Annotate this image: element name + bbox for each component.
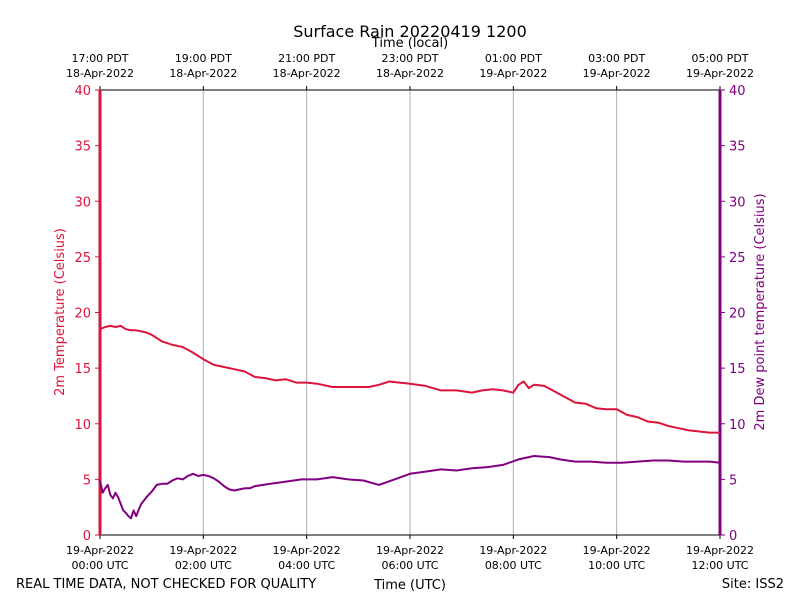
y-tick-label-left: 35 <box>74 140 91 155</box>
x-tick-label-top-time: 17:00 PDT <box>71 52 128 65</box>
y-tick-label-left: 25 <box>74 251 91 266</box>
x-tick-label-bottom-time: 06:00 UTC <box>381 559 438 572</box>
y-tick-label-right: 15 <box>729 362 746 377</box>
left-y-axis-label: 2m Temperature (Celsius) <box>53 228 68 396</box>
x-tick-label-bottom-date: 19-Apr-2022 <box>583 544 651 557</box>
dew-point-series-line <box>99 455 721 520</box>
y-tick-label-right: 5 <box>729 473 737 488</box>
y-tick-label-left: 0 <box>83 529 91 544</box>
x-tick-label-bottom-date: 19-Apr-2022 <box>479 544 547 557</box>
temperature-series-line <box>99 324 720 434</box>
x-tick-label-bottom-date: 19-Apr-2022 <box>376 544 444 557</box>
y-tick-label-right: 0 <box>729 529 737 544</box>
top-axis-label: Time (local) <box>371 36 448 51</box>
y-tick-label-right: 30 <box>729 195 746 210</box>
quality-note: REAL TIME DATA, NOT CHECKED FOR QUALITY <box>16 577 316 592</box>
grid-layer <box>202 90 618 535</box>
x-tick-label-bottom-date: 19-Apr-2022 <box>686 544 754 557</box>
y-tick-label-right: 35 <box>729 140 746 155</box>
x-tick-label-bottom-time: 00:00 UTC <box>71 559 128 572</box>
x-tick-label-bottom-time: 12:00 UTC <box>691 559 748 572</box>
x-tick-label-bottom-time: 04:00 UTC <box>278 559 335 572</box>
x-tick-label-top-date: 18-Apr-2022 <box>273 67 341 80</box>
x-tick-label-bottom-date: 19-Apr-2022 <box>169 544 237 557</box>
x-tick-label-bottom-time: 08:00 UTC <box>485 559 542 572</box>
y-tick-label-left: 30 <box>74 195 91 210</box>
y-tick-label-right: 40 <box>729 84 746 99</box>
y-tick-label-left: 40 <box>74 84 91 99</box>
y-tick-label-left: 5 <box>83 473 91 488</box>
x-tick-label-bottom-time: 10:00 UTC <box>588 559 645 572</box>
y-tick-label-left: 20 <box>74 307 91 322</box>
x-tick-label-top-time: 21:00 PDT <box>278 52 335 65</box>
x-tick-label-top-date: 19-Apr-2022 <box>479 67 547 80</box>
x-tick-label-bottom-date: 19-Apr-2022 <box>273 544 341 557</box>
x-tick-label-top-date: 18-Apr-2022 <box>169 67 237 80</box>
y-tick-label-right: 25 <box>729 251 746 266</box>
y-tick-label-left: 15 <box>74 362 91 377</box>
x-tick-label-top-date: 19-Apr-2022 <box>686 67 754 80</box>
x-tick-label-top-time: 23:00 PDT <box>381 52 438 65</box>
y-tick-label-right: 20 <box>729 307 746 322</box>
x-tick-label-top-time: 03:00 PDT <box>588 52 645 65</box>
site-label: Site: ISS2 <box>722 577 784 592</box>
right-y-axis-label: 2m Dew point temperature (Celsius) <box>753 193 768 430</box>
x-axis-label: Time (UTC) <box>373 578 446 593</box>
x-tick-label-top-time: 19:00 PDT <box>175 52 232 65</box>
series-layer <box>99 324 721 520</box>
y-tick-label-right: 10 <box>729 418 746 433</box>
tick-layer: 19-Apr-2022 00:00 UTC 19-Apr-2022 02:00 UTC… <box>66 52 754 572</box>
chart-title: Surface Rain 20220419 1200 <box>293 22 527 41</box>
x-tick-label-top-time: 01:00 PDT <box>485 52 542 65</box>
y-tick-label-left: 10 <box>74 418 91 433</box>
x-tick-label-top-time: 05:00 PDT <box>691 52 748 65</box>
x-tick-label-bottom-time: 02:00 UTC <box>175 559 232 572</box>
x-tick-label-top-date: 18-Apr-2022 <box>66 67 134 80</box>
x-tick-label-top-date: 19-Apr-2022 <box>583 67 651 80</box>
x-tick-label-top-date: 18-Apr-2022 <box>376 67 444 80</box>
x-tick-label-bottom-date: 19-Apr-2022 <box>66 544 134 557</box>
